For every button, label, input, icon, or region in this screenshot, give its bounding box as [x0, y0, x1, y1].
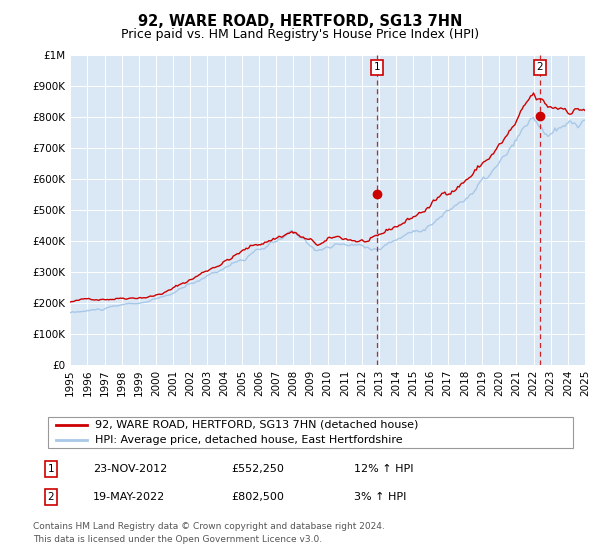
Text: 2: 2: [47, 492, 55, 502]
Text: 12% ↑ HPI: 12% ↑ HPI: [354, 464, 413, 474]
Text: 19-MAY-2022: 19-MAY-2022: [93, 492, 165, 502]
Text: 92, WARE ROAD, HERTFORD, SG13 7HN (detached house): 92, WARE ROAD, HERTFORD, SG13 7HN (detac…: [95, 420, 419, 430]
Text: 1: 1: [47, 464, 55, 474]
Text: 92, WARE ROAD, HERTFORD, SG13 7HN: 92, WARE ROAD, HERTFORD, SG13 7HN: [138, 14, 462, 29]
Text: Price paid vs. HM Land Registry's House Price Index (HPI): Price paid vs. HM Land Registry's House …: [121, 28, 479, 41]
Text: £552,250: £552,250: [231, 464, 284, 474]
Text: 1: 1: [374, 62, 380, 72]
Text: Contains HM Land Registry data © Crown copyright and database right 2024.
This d: Contains HM Land Registry data © Crown c…: [33, 522, 385, 544]
Text: HPI: Average price, detached house, East Hertfordshire: HPI: Average price, detached house, East…: [95, 436, 403, 445]
Text: 2: 2: [536, 62, 543, 72]
Text: £802,500: £802,500: [231, 492, 284, 502]
FancyBboxPatch shape: [47, 417, 574, 448]
Text: 23-NOV-2012: 23-NOV-2012: [93, 464, 167, 474]
Text: 3% ↑ HPI: 3% ↑ HPI: [354, 492, 406, 502]
